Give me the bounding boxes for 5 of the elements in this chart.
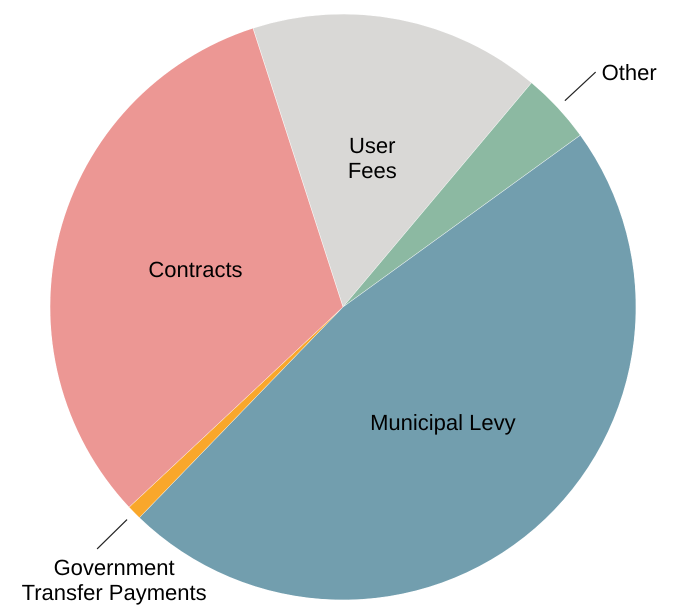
slice-label: Municipal Levy (370, 410, 516, 435)
slice-label: Contracts (148, 256, 243, 282)
slice-label: User Fees (348, 132, 397, 182)
slice-label: Government Transfer Payments (22, 554, 207, 604)
slice-label: Other (602, 60, 657, 85)
